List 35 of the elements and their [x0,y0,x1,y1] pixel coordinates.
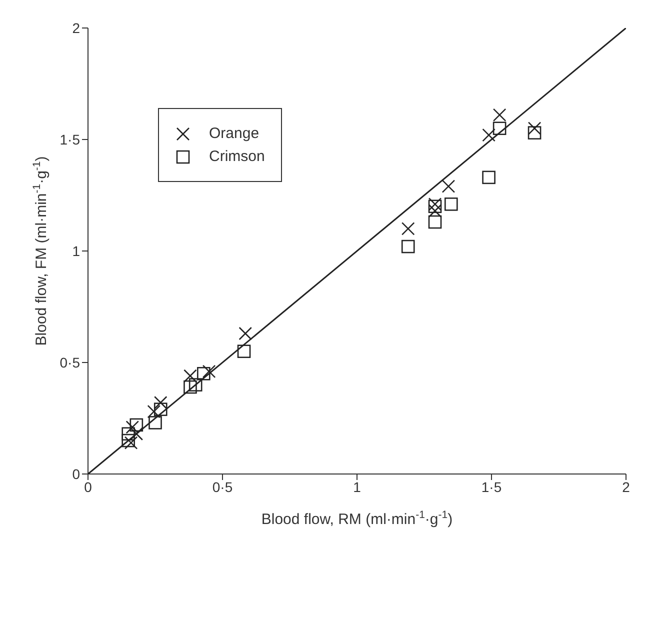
point [444,198,458,211]
point [197,367,210,380]
x-tick-label: 0·5 [212,478,233,495]
y-tick-label: 0·5 [60,354,80,370]
point [492,108,506,122]
point [188,378,202,392]
y-tick-label: 2 [72,20,80,36]
point [184,380,197,394]
point [428,215,442,229]
x-axis-title: Blood flow, RM (ml·min$^{-1}$·g$^{-1}$) [261,509,453,528]
x-tick-label: 1 [353,478,362,495]
point [401,240,415,254]
legend-label: Crimson [209,148,265,165]
x-tick-label: 0 [84,478,92,495]
point [482,170,496,184]
point [122,434,135,448]
point [237,344,251,358]
point [154,402,168,416]
legend-label: Orange [209,125,260,142]
point [428,200,442,214]
point [528,126,542,140]
x-tick-label: 2 [622,478,630,495]
y-tick-label: 1 [72,242,80,259]
point [492,122,506,135]
point [148,416,162,430]
point [154,396,168,410]
point [482,128,496,142]
point [528,122,542,135]
point [238,326,252,340]
point [130,418,144,432]
y-tick-label: 1·5 [60,131,80,148]
x-tick-label: 1·5 [481,478,502,495]
point [442,180,456,193]
point [401,222,415,236]
y-tick-label: 0 [72,466,80,482]
